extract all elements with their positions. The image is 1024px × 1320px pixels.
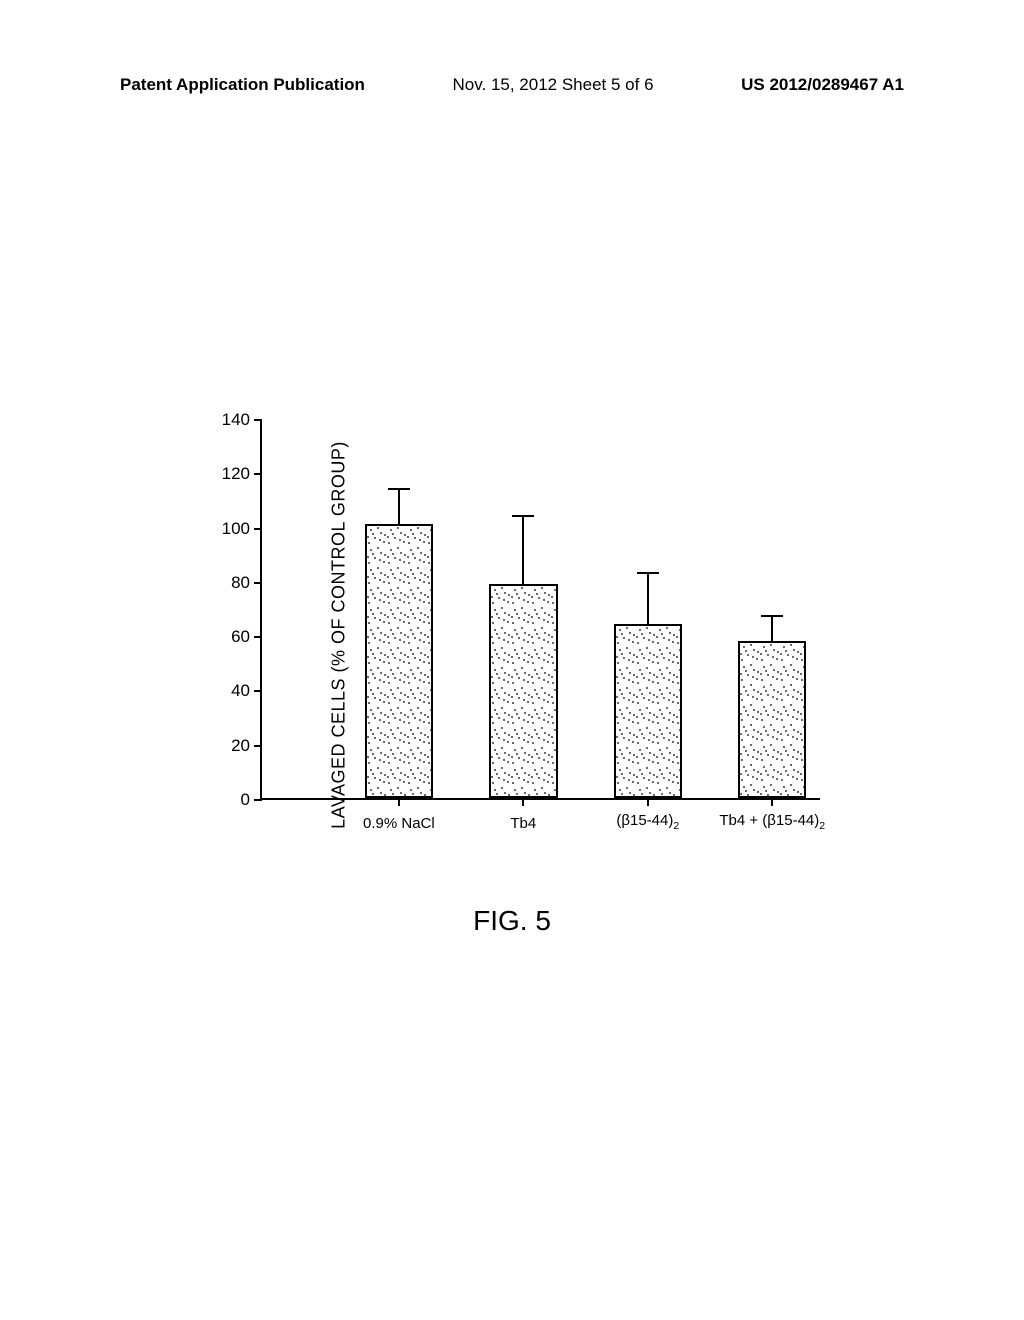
y-tick [254,528,262,530]
error-cap [388,488,410,490]
x-tick-label: 0.9% NaCl [363,815,435,832]
error-bar [771,616,773,640]
bar-chart: LAVAGED CELLS (% OF CONTROL GROUP) 02040… [200,420,840,850]
y-tick [254,799,262,801]
y-tick-label: 60 [212,627,250,647]
figure-label: FIG. 5 [473,905,551,937]
x-tick [522,798,524,806]
error-bar [522,516,524,584]
y-tick-label: 100 [212,519,250,539]
y-tick [254,745,262,747]
header-date-sheet: Nov. 15, 2012 Sheet 5 of 6 [453,75,654,95]
bar [365,524,433,798]
x-tick-label: Tb4 + (β15-44)2 [719,812,825,832]
error-cap [637,572,659,574]
x-tick-label: (β15-44)2 [616,812,679,832]
error-cap [761,615,783,617]
y-tick [254,582,262,584]
y-tick-label: 40 [212,681,250,701]
y-tick-label: 120 [212,464,250,484]
x-tick-label: Tb4 [510,815,536,832]
y-tick [254,473,262,475]
page-header: Patent Application Publication Nov. 15, … [0,75,1024,95]
y-tick-label: 0 [212,790,250,810]
chart-plot-area: 0204060801001201400.9% NaClTb4(β15-44)2T… [260,420,820,800]
y-tick [254,690,262,692]
y-tick [254,419,262,421]
header-publication-type: Patent Application Publication [120,75,365,95]
x-tick [398,798,400,806]
y-tick-label: 80 [212,573,250,593]
x-tick [647,798,649,806]
y-tick-label: 20 [212,736,250,756]
y-tick [254,636,262,638]
bar [738,641,806,798]
bar [614,624,682,798]
y-tick-label: 140 [212,410,250,430]
error-bar [398,489,400,524]
bar [489,584,557,798]
error-cap [512,515,534,517]
x-tick [771,798,773,806]
header-publication-number: US 2012/0289467 A1 [741,75,904,95]
error-bar [647,573,649,625]
